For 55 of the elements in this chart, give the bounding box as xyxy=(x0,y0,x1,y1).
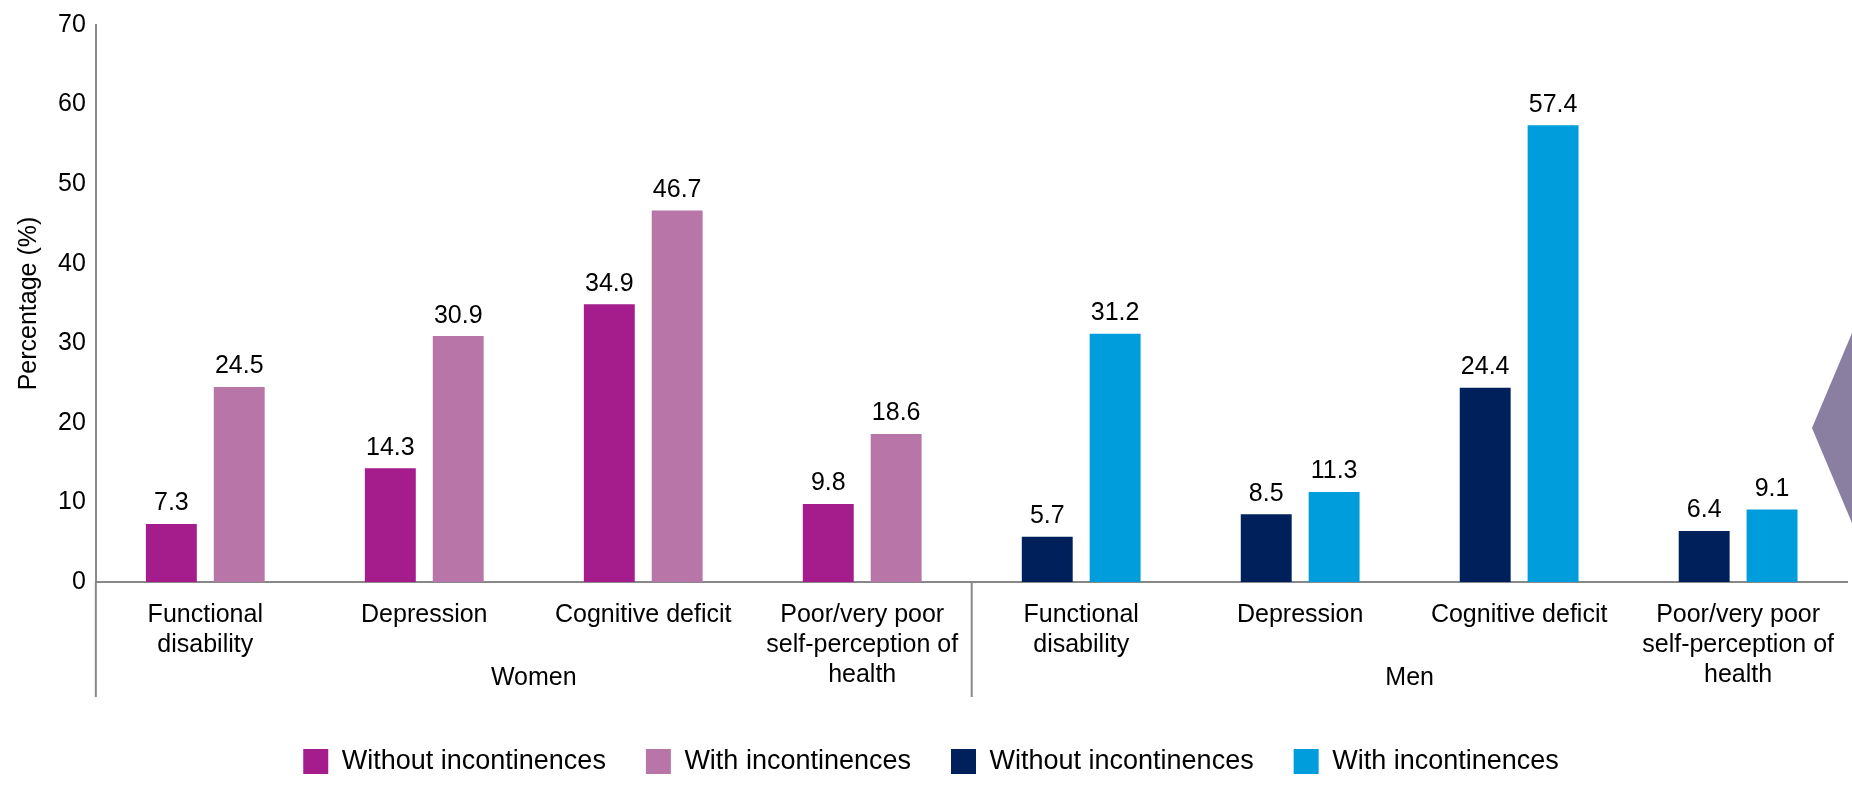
x-tick-label: Depression xyxy=(361,598,488,627)
data-label: 46.7 xyxy=(652,173,702,202)
data-label: 7.3 xyxy=(153,487,189,516)
x-tick-label: Cognitive deficit xyxy=(1430,598,1608,627)
legend-label: Without incontinences xyxy=(341,744,606,775)
bar xyxy=(802,504,854,582)
y-tick-label: 60 xyxy=(58,88,86,117)
data-label: 18.6 xyxy=(871,397,921,426)
bar xyxy=(213,387,265,582)
text: Men xyxy=(1385,661,1434,690)
legend-label: With incontinences xyxy=(1332,744,1559,775)
data-label: 57.4 xyxy=(1528,88,1578,117)
text: Women xyxy=(490,661,577,690)
data-label: 9.1 xyxy=(1754,472,1790,501)
legend-label: Without incontinences xyxy=(989,744,1254,775)
data-label: 5.7 xyxy=(1029,500,1065,529)
bar xyxy=(583,304,635,582)
bar xyxy=(1240,514,1292,582)
y-tick-label: 50 xyxy=(58,168,86,197)
y-tick-label: 20 xyxy=(58,406,86,435)
bar xyxy=(1527,125,1579,582)
bar xyxy=(1089,333,1141,582)
data-label: 24.4 xyxy=(1460,351,1510,380)
bar xyxy=(1021,536,1073,582)
x-tick-label: Functional disability xyxy=(147,598,263,657)
data-label: 31.2 xyxy=(1090,297,1140,326)
data-label: 30.9 xyxy=(433,299,483,328)
y-tick-label: 40 xyxy=(58,247,86,276)
legend-label: With incontinences xyxy=(684,744,912,775)
bar xyxy=(651,210,703,582)
x-tick-label: Functional disability xyxy=(1023,598,1139,657)
bar xyxy=(870,434,922,582)
y-tick-label: 70 xyxy=(58,8,86,37)
data-label: 6.4 xyxy=(1686,494,1722,523)
x-tick-label: Poor/very poor self-perception of health xyxy=(766,598,959,687)
x-tick-label: Poor/very poor self-perception of health xyxy=(1642,598,1835,687)
data-label: 14.3 xyxy=(365,431,415,460)
data-label: 11.3 xyxy=(1310,455,1358,484)
data-label: 34.9 xyxy=(584,267,634,296)
bar xyxy=(1308,492,1360,582)
data-label: 8.5 xyxy=(1248,477,1284,506)
bar xyxy=(432,336,484,582)
bar xyxy=(1746,509,1798,582)
y-tick-label: 10 xyxy=(58,486,86,515)
bar xyxy=(364,468,416,582)
data-label: 24.5 xyxy=(214,350,264,379)
bar xyxy=(145,523,197,582)
x-tick-label: Cognitive deficit xyxy=(555,598,732,627)
y-tick-label: 30 xyxy=(58,327,86,356)
data-label: 9.8 xyxy=(810,467,846,496)
bar xyxy=(1678,531,1730,582)
y-tick-label: 0 xyxy=(71,565,86,594)
bar xyxy=(1459,387,1511,582)
x-tick-label: Depression xyxy=(1236,598,1364,627)
y-axis-title: Percentage (%) xyxy=(12,216,41,391)
